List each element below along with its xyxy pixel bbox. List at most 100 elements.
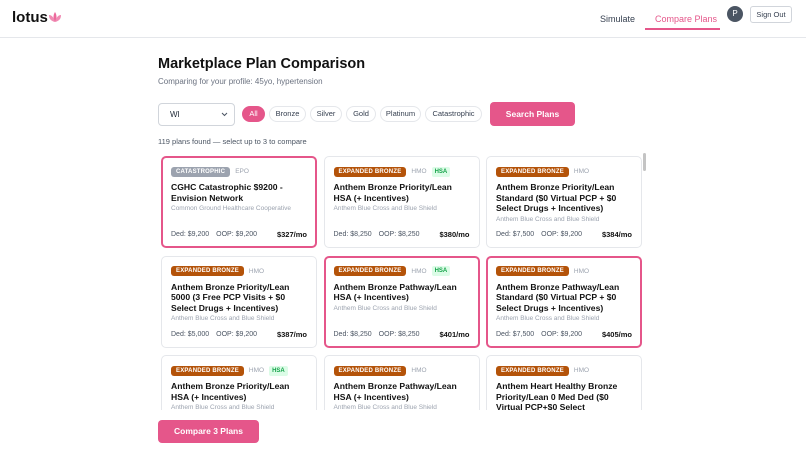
hsa-badge: HSA bbox=[431, 166, 451, 177]
plan-type: HMO bbox=[573, 267, 590, 275]
metal-badge: EXPANDED BRONZE bbox=[496, 266, 569, 276]
filter-pill[interactable]: Gold bbox=[346, 106, 376, 122]
plan-name: Anthem Bronze Pathway/Lean HSA (+ Incent… bbox=[333, 281, 457, 303]
issuer: Common Ground Healthcare Cooperative bbox=[171, 205, 291, 212]
brand[interactable]: lotus bbox=[12, 9, 48, 26]
scrollbar bbox=[643, 153, 646, 171]
plan-name: Anthem Bronze Priority/Lean 5000 (3 Free… bbox=[171, 281, 290, 313]
nav-underline bbox=[645, 28, 720, 30]
card-tags: EXPANDED BRONZE HMO HSA bbox=[333, 266, 470, 277]
oop-max: OOP: $9,200 bbox=[541, 330, 583, 338]
plan-costs: Ded: $8,250 OOP: $8,250 $380/mo bbox=[334, 230, 470, 239]
plan-name: Anthem Bronze Pathway/Lean HSA (+ Incent… bbox=[333, 381, 457, 402]
plan-card[interactable]: EXPANDED BRONZE HMO Anthem Bronze Priority… bbox=[486, 156, 642, 248]
plan-type: HMO bbox=[573, 367, 590, 374]
search-button[interactable]: Search Plans bbox=[490, 102, 575, 126]
compare-button[interactable]: Compare 3 Plans bbox=[158, 420, 259, 443]
plan-card[interactable]: EXPANDED BRONZE HMO HSA Anthem Bronze Prior… bbox=[323, 156, 480, 248]
premium: $387/mo bbox=[276, 329, 307, 339]
oop-max: OOP: $9,200 bbox=[216, 330, 258, 338]
plan-costs: Ded: $7,500 OOP: $9,200 $384/mo bbox=[496, 230, 632, 239]
filter-pill[interactable]: Platinum bbox=[380, 106, 421, 122]
card-tags: EXPANDED BRONZE HMO HSA bbox=[333, 166, 470, 177]
plan-costs: Ded: $9,200 OOP: $9,200 $327/mo bbox=[171, 230, 307, 239]
plan-costs: Ded: $7,500 OOP: $9,200 $405/mo bbox=[496, 330, 632, 339]
metal-badge: EXPANDED BRONZE bbox=[496, 365, 569, 376]
nav-simulate[interactable]: Simulate bbox=[600, 14, 636, 24]
issuer: Anthem Blue Cross and Blue Shield bbox=[496, 215, 600, 223]
plan-card[interactable]: EXPANDED BRONZE HMO HSA Anthem Bronze Prior… bbox=[161, 355, 317, 410]
sign-out[interactable]: Sign Out bbox=[750, 6, 792, 23]
plan-card[interactable]: EXPANDED BRONZE HMO Anthem Bronze Priority… bbox=[161, 255, 317, 348]
issuer: Anthem Blue Cross and Blue Shield bbox=[333, 205, 437, 212]
metal-badge: CATASTROPHIC bbox=[171, 166, 231, 177]
chevron bbox=[221, 112, 228, 117]
metal-badge: EXPANDED BRONZE bbox=[333, 365, 407, 376]
plan-card[interactable]: CATASTROPHIC EPO CGHC Catastrophic $9200 -… bbox=[161, 156, 317, 248]
premium: $384/mo bbox=[601, 230, 632, 239]
plan-name: CGHC Catastrophic $9200 - Envision Netwo… bbox=[171, 182, 283, 203]
deductible: Ded: $5,000 bbox=[171, 330, 210, 338]
premium: $405/mo bbox=[601, 329, 632, 339]
card-tags: EXPANDED BRONZE HMO bbox=[496, 166, 632, 177]
nav-compare[interactable]: Compare Plans bbox=[655, 14, 718, 24]
plan-name: Anthem Bronze Pathway/Lean Standard ($0 … bbox=[496, 281, 620, 313]
plan-card[interactable]: EXPANDED BRONZE HMO Anthem Bronze Pathway/… bbox=[323, 355, 480, 410]
plan-name: Anthem Bronze Priority/Lean HSA (+ Incen… bbox=[171, 381, 290, 402]
plan-costs: Ded: $8,250 OOP: $8,250 $401/mo bbox=[334, 330, 470, 339]
hsa-badge: HSA bbox=[269, 365, 288, 376]
card-tags: EXPANDED BRONZE HMO HSA bbox=[171, 365, 307, 376]
card-tags: EXPANDED BRONZE HMO bbox=[171, 266, 307, 277]
card-tags: EXPANDED BRONZE HMO bbox=[496, 266, 632, 277]
issuer: Anthem Blue Cross and Blue Shield bbox=[333, 304, 437, 312]
plan-card[interactable]: EXPANDED BRONZE HMO Anthem Bronze Pathway/… bbox=[486, 255, 642, 348]
deductible: Ded: $8,250 bbox=[333, 231, 372, 238]
oop-max: OOP: $9,200 bbox=[541, 231, 583, 238]
issuer: Anthem Blue Cross and Blue Shield bbox=[171, 315, 275, 322]
plan-type: EPO bbox=[235, 168, 249, 175]
lotus-icon bbox=[49, 12, 61, 22]
deductible: Ded: $8,250 bbox=[333, 330, 372, 338]
plan-type: HMO bbox=[573, 168, 590, 175]
filter-pill[interactable]: Silver bbox=[310, 106, 342, 122]
state-select[interactable]: WI bbox=[158, 103, 235, 126]
oop-max: OOP: $8,250 bbox=[378, 330, 420, 338]
oop-max: OOP: $9,200 bbox=[216, 231, 258, 238]
card-tags: EXPANDED BRONZE HMO bbox=[333, 365, 470, 376]
metal-badge: EXPANDED BRONZE bbox=[333, 266, 407, 276]
result-count: 119 plans found — select up to 3 to comp… bbox=[158, 137, 307, 146]
issuer: Anthem Blue Cross and Blue Shield bbox=[171, 404, 275, 410]
filter-pill[interactable]: Bronze bbox=[269, 106, 306, 122]
plan-card[interactable]: EXPANDED BRONZE HMO HSA Anthem Bronze Pathw… bbox=[323, 255, 480, 348]
avatar[interactable]: P bbox=[727, 6, 743, 22]
plan-list: CATASTROPHIC EPO CGHC Catastrophic $9200 -… bbox=[158, 152, 650, 410]
plan-type: HMO bbox=[411, 267, 427, 275]
plan-type: HMO bbox=[248, 267, 265, 275]
metal-badge: EXPANDED BRONZE bbox=[333, 166, 407, 177]
hsa-badge: HSA bbox=[431, 266, 451, 276]
header bbox=[0, 0, 806, 38]
issuer: Anthem Blue Cross and Blue Shield bbox=[333, 404, 437, 410]
deductible: Ded: $7,500 bbox=[496, 330, 535, 338]
filter-pill[interactable]: All bbox=[242, 106, 265, 122]
plan-costs: Ded: $5,000 OOP: $9,200 $387/mo bbox=[171, 330, 307, 339]
plan-name: Anthem Heart Healthy Bronze Priority/Lea… bbox=[496, 381, 618, 410]
page-title: Marketplace Plan Comparison bbox=[158, 56, 366, 72]
metal-badge: EXPANDED BRONZE bbox=[171, 365, 244, 376]
plan-type: HMO bbox=[248, 367, 265, 374]
state-value: WI bbox=[170, 110, 180, 119]
plan-card[interactable]: EXPANDED BRONZE HMO Anthem Heart Healthy B… bbox=[486, 355, 642, 410]
metal-badge: EXPANDED BRONZE bbox=[171, 266, 244, 276]
card-tags: EXPANDED BRONZE HMO bbox=[496, 365, 632, 376]
filter-pill[interactable]: Catastrophic bbox=[425, 106, 482, 122]
deductible: Ded: $7,500 bbox=[496, 231, 535, 238]
plan-name: Anthem Bronze Priority/Lean HSA (+ Incen… bbox=[333, 182, 452, 203]
plan-type: HMO bbox=[411, 367, 427, 374]
issuer: Anthem Blue Cross and Blue Shield bbox=[496, 315, 600, 322]
premium: $401/mo bbox=[439, 329, 470, 339]
subtitle: Comparing for your profile: 45yo, hypert… bbox=[158, 77, 323, 86]
premium: $327/mo bbox=[276, 230, 307, 239]
premium: $380/mo bbox=[439, 230, 470, 239]
plan-name: Anthem Bronze Priority/Lean Standard ($0… bbox=[496, 182, 617, 213]
